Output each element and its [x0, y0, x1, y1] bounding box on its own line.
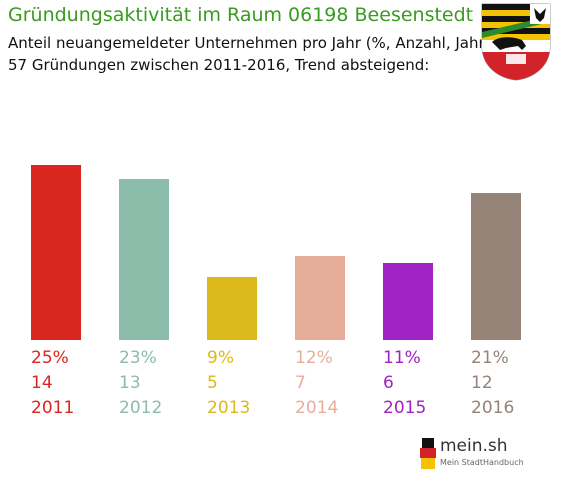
- logo-name: mein.sh: [440, 436, 508, 456]
- bar-2016: [471, 193, 521, 340]
- bar-2015: [383, 263, 433, 340]
- year-label-2011: 2011: [31, 398, 74, 418]
- chart-title: Gründungsaktivität im Raum 06198 Beesens…: [8, 4, 474, 26]
- bar-2012: [119, 179, 169, 340]
- count-label-2015: 6: [383, 373, 394, 393]
- percent-label-2012: 23%: [119, 348, 157, 368]
- year-label-2014: 2014: [295, 398, 338, 418]
- coat-of-arms-icon: [481, 3, 551, 81]
- logo-tagline: Mein StadtHandbuch: [440, 458, 524, 467]
- percent-label-2016: 21%: [471, 348, 509, 368]
- mein-sh-logo: mein.sh Mein StadtHandbuch: [418, 434, 528, 474]
- bar-2011: [31, 165, 81, 340]
- bar-2013: [207, 277, 257, 340]
- count-label-2014: 7: [295, 373, 306, 393]
- chart-subtitle: Anteil neuangemeldeter Unternehmen pro J…: [8, 34, 491, 52]
- bar-2014: [295, 256, 345, 340]
- percent-label-2014: 12%: [295, 348, 333, 368]
- germany-map-icon: [420, 438, 436, 469]
- year-label-2013: 2013: [207, 398, 250, 418]
- count-label-2013: 5: [207, 373, 218, 393]
- year-label-2016: 2016: [471, 398, 514, 418]
- count-label-2011: 14: [31, 373, 53, 393]
- percent-label-2015: 11%: [383, 348, 421, 368]
- percent-label-2011: 25%: [31, 348, 69, 368]
- percent-label-2013: 9%: [207, 348, 234, 368]
- year-label-2015: 2015: [383, 398, 426, 418]
- count-label-2016: 12: [471, 373, 493, 393]
- count-label-2012: 13: [119, 373, 141, 393]
- year-label-2012: 2012: [119, 398, 162, 418]
- chart-summary: 57 Gründungen zwischen 2011-2016, Trend …: [8, 56, 430, 74]
